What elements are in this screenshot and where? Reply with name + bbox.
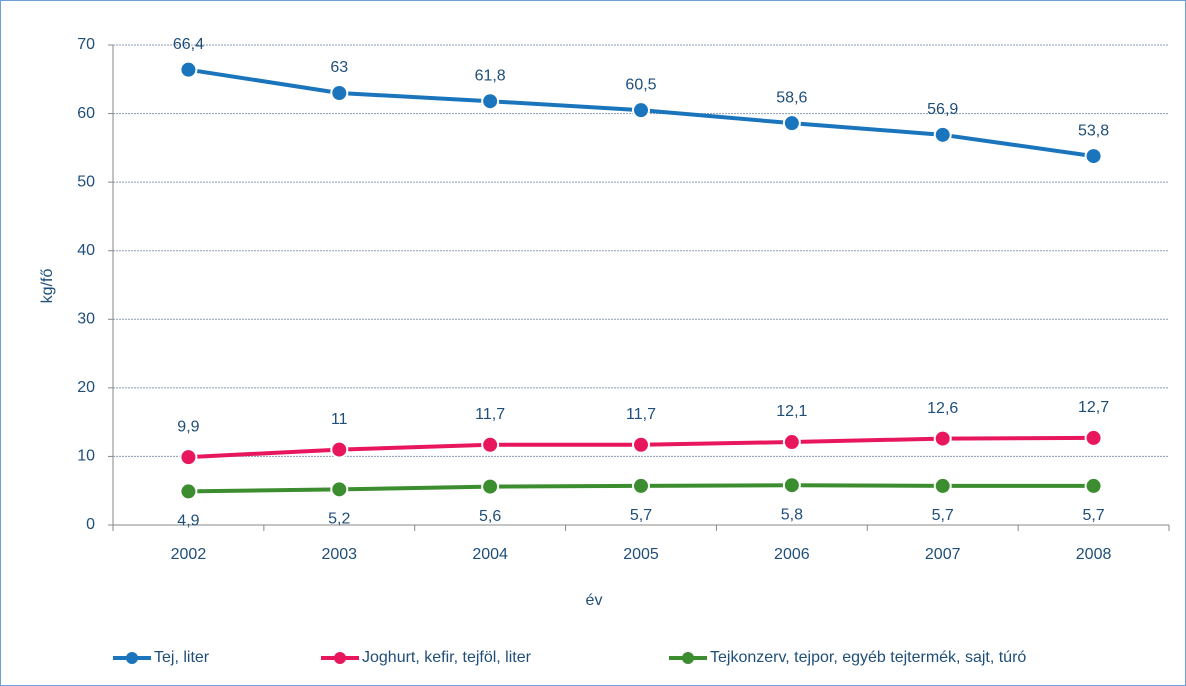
data-label: 53,8	[1078, 122, 1109, 139]
data-label: 66,4	[173, 36, 204, 53]
data-label: 60,5	[625, 76, 656, 93]
data-point	[1084, 476, 1103, 495]
x-tick-label: 2005	[623, 546, 659, 563]
data-point	[632, 476, 650, 495]
data-label: 5,6	[479, 508, 501, 525]
data-label: 5,7	[1082, 507, 1104, 524]
data-label: 12,7	[1078, 399, 1109, 416]
data-point	[330, 440, 349, 459]
data-point	[933, 429, 952, 448]
x-axis-label: év	[586, 592, 603, 609]
data-label: 4,9	[177, 513, 199, 530]
data-point	[933, 476, 952, 495]
data-label: 11,7	[626, 406, 656, 423]
legend-label: Tejkonzerv, tejpor, egyéb tejtermék, saj…	[710, 649, 1026, 666]
data-label: 56,9	[927, 101, 958, 118]
y-tick-label: 20	[77, 379, 95, 396]
data-label: 63	[330, 59, 348, 76]
data-point	[179, 448, 198, 467]
data-label: 5,2	[328, 511, 350, 528]
data-point	[632, 435, 650, 454]
x-tick-label: 2008	[1076, 546, 1112, 563]
legend-marker	[334, 652, 346, 664]
data-point	[179, 482, 198, 501]
legend-marker	[682, 652, 694, 664]
data-point	[933, 125, 952, 144]
x-tick-label: 2002	[171, 546, 207, 563]
data-label: 12,1	[776, 403, 807, 420]
legend-label: Joghurt, kefir, tejföl, liter	[362, 649, 532, 666]
data-label: 5,7	[932, 507, 954, 524]
data-point	[782, 476, 801, 495]
data-label: 61,8	[475, 67, 506, 84]
data-label: 12,6	[927, 400, 958, 417]
data-point	[481, 477, 500, 496]
data-label: 11	[331, 411, 348, 428]
data-label: 9,9	[177, 418, 199, 435]
data-point	[179, 60, 198, 79]
legend-marker	[126, 652, 138, 664]
data-label: 5,8	[781, 506, 803, 523]
data-point	[1084, 428, 1103, 447]
data-label: 58,6	[776, 89, 807, 106]
y-tick-label: 50	[77, 173, 95, 190]
y-tick-label: 40	[77, 242, 95, 259]
y-tick-label: 70	[77, 36, 95, 53]
x-tick-label: 2007	[925, 546, 961, 563]
x-tick-label: 2003	[321, 546, 357, 563]
data-point	[632, 101, 650, 120]
y-tick-label: 30	[77, 311, 95, 328]
data-label: 11,7	[475, 406, 505, 423]
data-point	[330, 84, 349, 102]
y-tick-label: 10	[77, 448, 95, 465]
data-point	[481, 435, 500, 454]
data-label: 5,7	[630, 507, 652, 524]
x-tick-label: 2004	[472, 546, 508, 563]
data-point	[782, 114, 801, 133]
x-tick-label: 2006	[774, 546, 810, 563]
y-tick-label: 60	[77, 105, 95, 122]
y-axis-label: kg/fő	[39, 269, 56, 304]
data-point	[330, 480, 349, 499]
legend-label: Tej, liter	[154, 649, 210, 666]
data-point	[481, 92, 500, 111]
data-point	[1084, 147, 1103, 166]
y-tick-label: 0	[86, 516, 95, 533]
data-point	[782, 433, 801, 452]
